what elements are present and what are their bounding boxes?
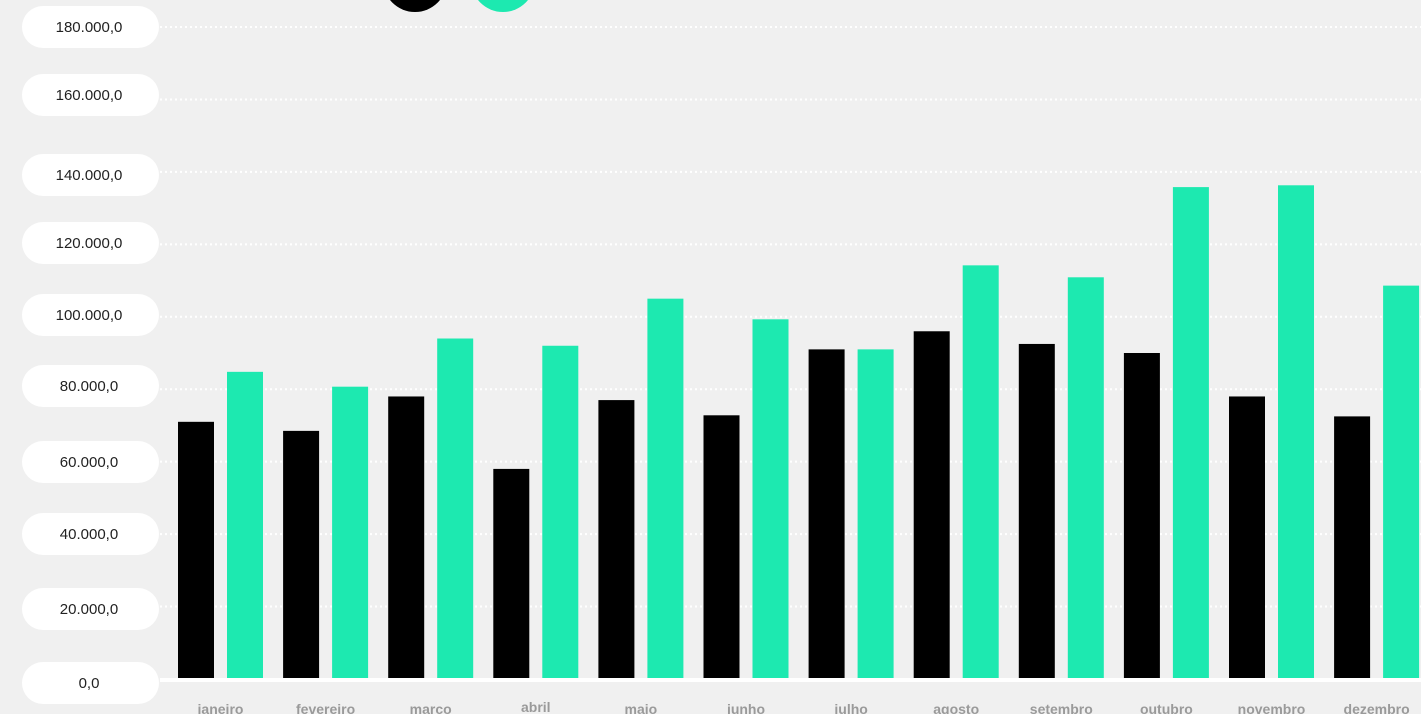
x-tick-label-maio: maio: [625, 701, 658, 714]
y-tick-pill: [22, 588, 159, 630]
y-tick-label: 20.000,0: [60, 601, 118, 618]
x-tick-label-outubro: outubro: [1140, 701, 1193, 714]
x-tick-label-agosto: agosto: [933, 701, 979, 714]
y-tick-pill: [22, 441, 159, 483]
bar-fevereiro-series-2: [332, 386, 369, 679]
x-tick-label-novembro: novembro: [1238, 701, 1306, 714]
bar-janeiro-series-2: [227, 371, 263, 679]
axes: 0,0 20.000,0 40.000,0 60.000,0 80.000,0 100.0…: [22, 6, 1421, 714]
legend-swatch-series-2: [478, 0, 528, 12]
y-tick-pill: [22, 662, 159, 704]
y-tick-pill: [22, 365, 159, 407]
bar-setembro-series-1: [1018, 343, 1055, 679]
bar-setembro-series-2: [1067, 277, 1104, 679]
x-tick-label-fevereiro: fevereiro: [296, 701, 355, 714]
y-tick-label: 160.000,0: [56, 87, 123, 104]
bar-marco-series-2: [437, 338, 474, 679]
bars: [178, 185, 1420, 679]
x-tick-label-setembro: setembro: [1030, 701, 1093, 714]
bar-dezembro-series-2: [1383, 285, 1420, 679]
y-tick-pill: [22, 6, 159, 48]
y-tick-pill: [22, 513, 159, 555]
y-tick-pill: [22, 294, 159, 336]
bar-outubro-series-2: [1172, 187, 1209, 679]
y-tick-label: 0,0: [79, 675, 100, 692]
y-tick-pill: [22, 222, 159, 264]
bar-abril-series-2: [542, 345, 579, 679]
x-tick-label-janeiro: janeiro: [197, 701, 244, 714]
bar-outubro-series-1: [1123, 353, 1160, 679]
y-tick-pill: [22, 74, 159, 116]
bar-julho-series-2: [857, 349, 894, 679]
x-tick-label-julho: julho: [833, 701, 867, 714]
y-tick-pill: [22, 154, 159, 196]
legend: [390, 0, 528, 12]
x-tick-label-abril: abril: [521, 699, 551, 714]
y-tick-label: 40.000,0: [60, 526, 118, 543]
bar-fevereiro-series-1: [283, 430, 320, 679]
y-tick-label: 60.000,0: [60, 454, 118, 471]
bar-junho-series-1: [703, 415, 740, 679]
legend-swatch-series-1: [390, 0, 440, 12]
bar-maio-series-1: [598, 400, 635, 679]
grid-lines: [160, 26, 1421, 608]
bar-dezembro-series-1: [1334, 416, 1371, 679]
bar-agosto-series-2: [962, 265, 999, 679]
bar-novembro-series-1: [1229, 396, 1265, 679]
bar-maio-series-2: [647, 298, 684, 679]
bar-julho-series-1: [808, 349, 845, 679]
bar-agosto-series-1: [913, 331, 950, 679]
bar-abril-series-1: [493, 468, 530, 679]
bar-marco-series-1: [388, 396, 425, 679]
x-tick-label-junho: junho: [726, 701, 765, 714]
x-tick-label-marco: marco: [410, 701, 452, 714]
x-tick-label-dezembro: dezembro: [1344, 701, 1410, 714]
y-tick-label: 100.000,0: [56, 307, 123, 324]
y-tick-label: 180.000,0: [56, 19, 123, 36]
bar-novembro-series-2: [1278, 185, 1314, 679]
y-tick-label: 140.000,0: [56, 167, 123, 184]
y-tick-label: 120.000,0: [56, 235, 123, 252]
bar-junho-series-2: [752, 319, 789, 679]
y-tick-label: 80.000,0: [60, 378, 118, 395]
bar-janeiro-series-1: [178, 421, 214, 679]
